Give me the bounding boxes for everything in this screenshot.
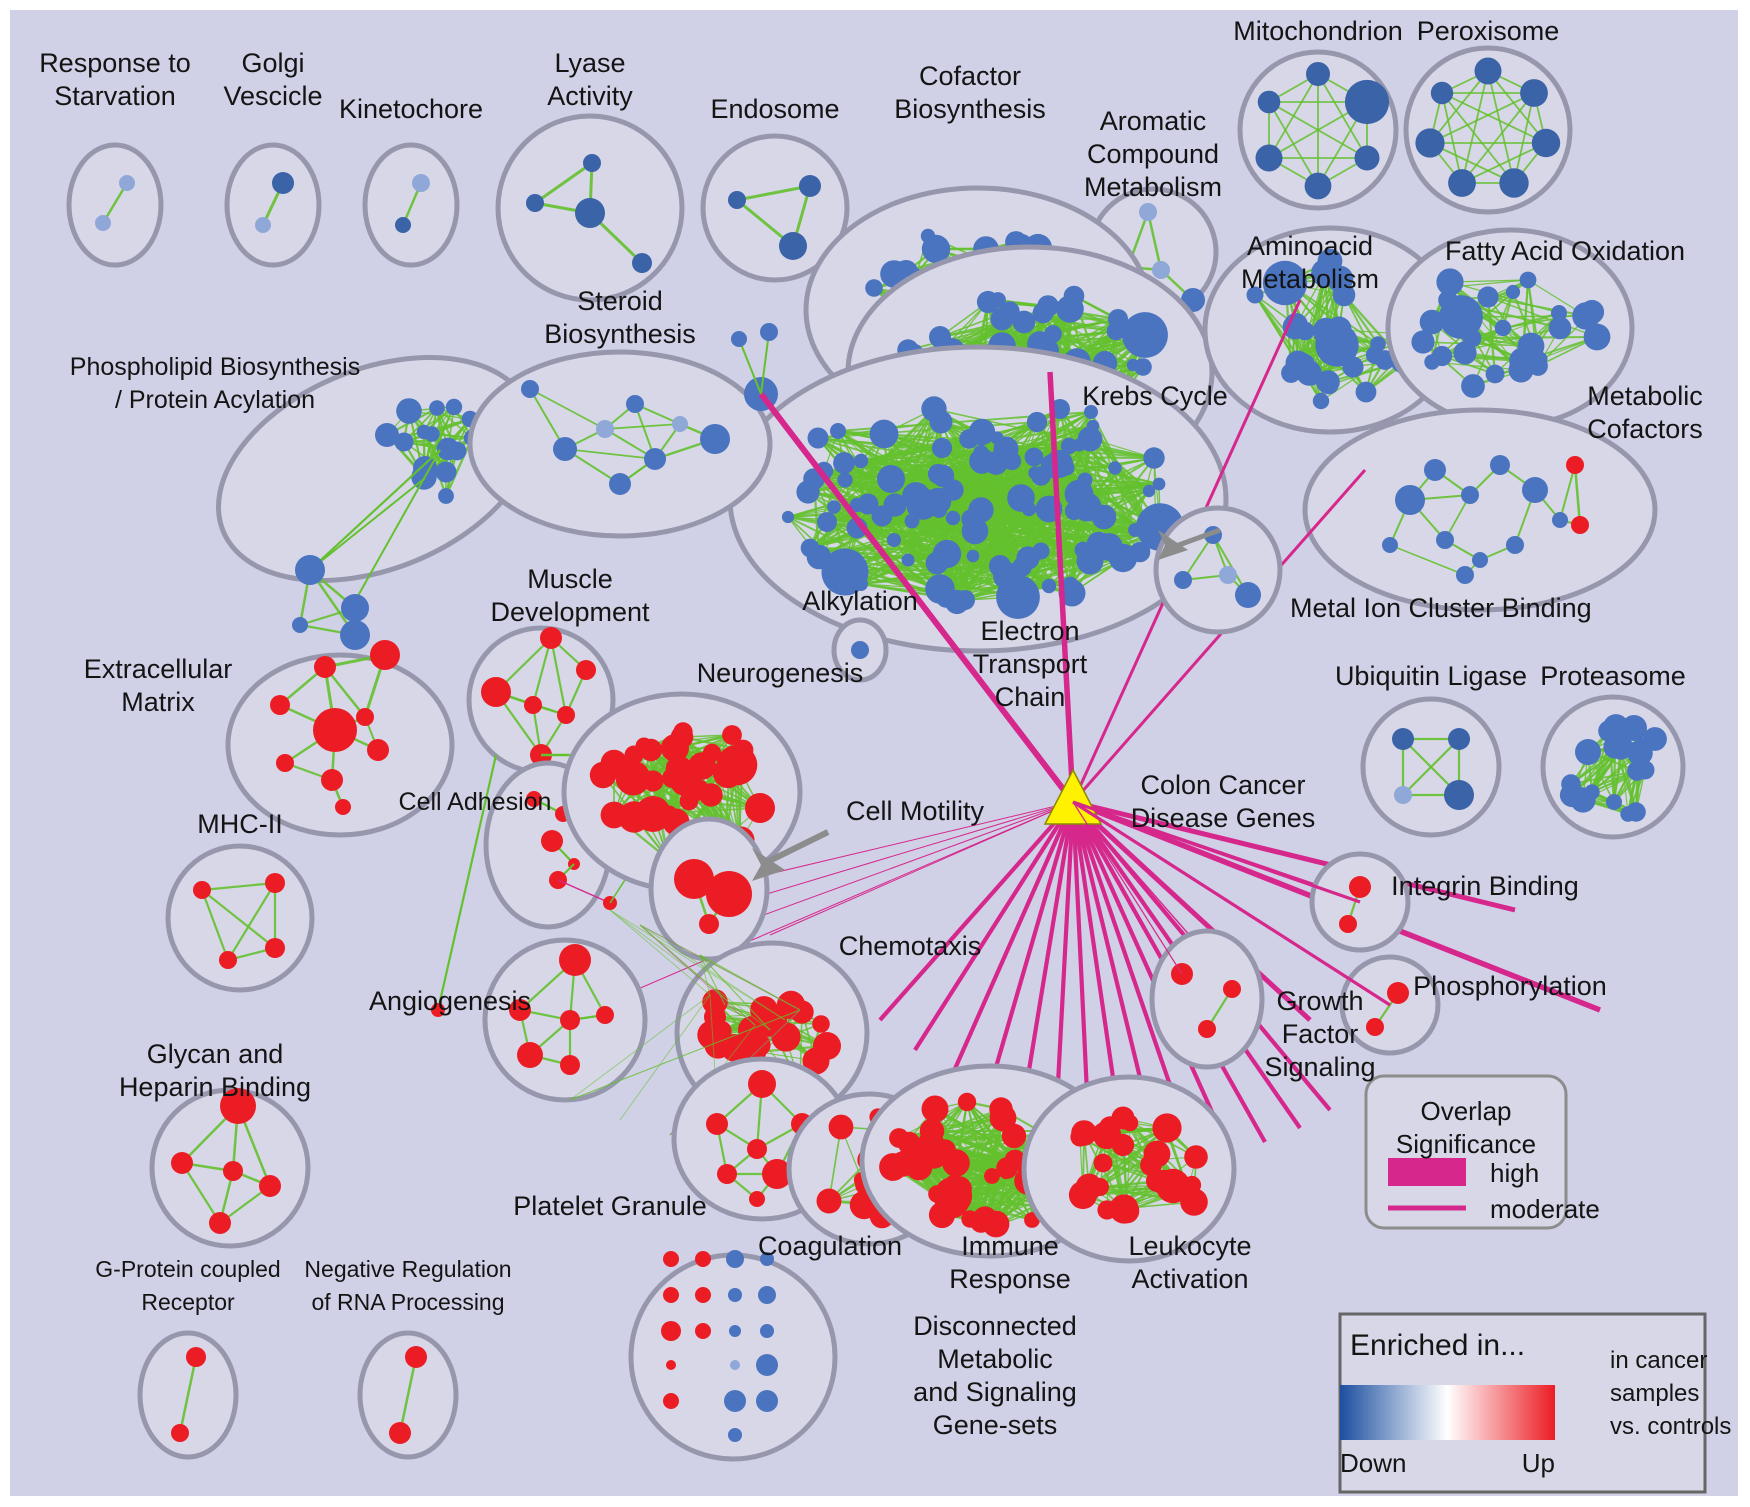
svg-text:Mitochondrion: Mitochondrion	[1233, 16, 1403, 46]
svg-text:Krebs Cycle: Krebs Cycle	[1082, 381, 1228, 411]
svg-text:Proteasome: Proteasome	[1540, 661, 1686, 691]
svg-text:Metal Ion Cluster Binding: Metal Ion Cluster Binding	[1290, 593, 1592, 623]
svg-text:Lyase: Lyase	[554, 48, 625, 78]
svg-text:Cell Motility: Cell Motility	[846, 796, 985, 826]
svg-text:Enriched in...: Enriched in...	[1350, 1329, 1525, 1362]
svg-text:Up: Up	[1522, 1448, 1555, 1478]
svg-text:MHC-II: MHC-II	[197, 809, 282, 839]
svg-text:Factor: Factor	[1282, 1019, 1359, 1049]
svg-text:Phosphorylation: Phosphorylation	[1413, 971, 1607, 1001]
svg-text:Glycan and: Glycan and	[147, 1039, 284, 1069]
svg-text:Vescicle: Vescicle	[223, 81, 322, 111]
svg-text:Kinetochore: Kinetochore	[339, 94, 483, 124]
svg-text:Response to: Response to	[39, 48, 191, 78]
svg-text:Endosome: Endosome	[710, 94, 839, 124]
svg-text:Growth: Growth	[1276, 986, 1363, 1016]
svg-text:Steroid: Steroid	[577, 286, 663, 316]
svg-text:Activation: Activation	[1131, 1264, 1248, 1294]
svg-text:Neurogenesis: Neurogenesis	[697, 658, 864, 688]
svg-text:Muscle: Muscle	[527, 564, 613, 594]
svg-text:samples: samples	[1610, 1380, 1699, 1407]
svg-text:Biosynthesis: Biosynthesis	[894, 94, 1046, 124]
svg-text:Gene-sets: Gene-sets	[933, 1410, 1058, 1440]
svg-text:Activity: Activity	[547, 81, 633, 111]
svg-text:in cancer: in cancer	[1610, 1347, 1707, 1374]
svg-text:Electron: Electron	[980, 616, 1079, 646]
svg-text:of RNA Processing: of RNA Processing	[311, 1289, 504, 1315]
svg-text:Golgi: Golgi	[241, 48, 304, 78]
svg-text:Platelet Granule: Platelet Granule	[513, 1191, 707, 1221]
svg-text:Integrin Binding: Integrin Binding	[1391, 871, 1579, 901]
svg-text:Extracellular: Extracellular	[84, 654, 233, 684]
svg-text:Immune: Immune	[961, 1231, 1059, 1261]
svg-text:Down: Down	[1340, 1448, 1406, 1478]
svg-text:Heparin Binding: Heparin Binding	[119, 1072, 311, 1102]
svg-text:Peroxisome: Peroxisome	[1417, 16, 1560, 46]
svg-text:/ Protein Acylation: / Protein Acylation	[115, 386, 315, 414]
svg-text:Negative Regulation: Negative Regulation	[304, 1256, 511, 1282]
svg-text:Starvation: Starvation	[54, 81, 176, 111]
svg-text:vs. controls: vs. controls	[1610, 1413, 1731, 1440]
svg-text:Leukocyte: Leukocyte	[1128, 1231, 1251, 1261]
svg-text:Matrix: Matrix	[121, 687, 195, 717]
svg-text:Overlap: Overlap	[1420, 1096, 1511, 1126]
svg-text:Ubiquitin Ligase: Ubiquitin Ligase	[1335, 661, 1527, 691]
svg-text:Receptor: Receptor	[141, 1289, 235, 1315]
svg-text:Colon Cancer: Colon Cancer	[1140, 770, 1305, 800]
svg-text:Aromatic: Aromatic	[1100, 106, 1207, 136]
svg-text:Chain: Chain	[995, 682, 1066, 712]
svg-text:Transport: Transport	[973, 649, 1088, 679]
svg-text:Coagulation: Coagulation	[758, 1231, 902, 1261]
svg-text:Disconnected: Disconnected	[913, 1311, 1077, 1341]
svg-text:Signaling: Signaling	[1264, 1052, 1375, 1082]
svg-text:Cofactor: Cofactor	[919, 61, 1021, 91]
svg-text:Angiogenesis: Angiogenesis	[369, 986, 531, 1016]
svg-text:Metabolism: Metabolism	[1241, 264, 1379, 294]
svg-text:Metabolic: Metabolic	[1587, 381, 1703, 411]
svg-text:moderate: moderate	[1490, 1194, 1600, 1224]
svg-text:Metabolic: Metabolic	[937, 1344, 1053, 1374]
svg-text:G-Protein coupled: G-Protein coupled	[95, 1256, 280, 1282]
svg-text:and Signaling: and Signaling	[913, 1377, 1077, 1407]
svg-text:Significance: Significance	[1396, 1129, 1536, 1159]
svg-text:Development: Development	[490, 597, 650, 627]
svg-text:Aminoacid: Aminoacid	[1247, 231, 1373, 261]
svg-text:Disease Genes: Disease Genes	[1131, 803, 1316, 833]
svg-text:Fatty Acid Oxidation: Fatty Acid Oxidation	[1445, 236, 1685, 266]
svg-text:Alkylation: Alkylation	[802, 586, 918, 616]
svg-text:Cell Adhesion: Cell Adhesion	[399, 788, 552, 816]
svg-text:high: high	[1490, 1158, 1539, 1188]
svg-text:Metabolism: Metabolism	[1084, 172, 1222, 202]
svg-text:Biosynthesis: Biosynthesis	[544, 319, 696, 349]
svg-text:Phospholipid Biosynthesis: Phospholipid Biosynthesis	[70, 353, 360, 381]
svg-text:Cofactors: Cofactors	[1587, 414, 1703, 444]
svg-text:Compound: Compound	[1087, 139, 1219, 169]
svg-text:Response: Response	[949, 1264, 1071, 1294]
svg-text:Chemotaxis: Chemotaxis	[839, 931, 982, 961]
